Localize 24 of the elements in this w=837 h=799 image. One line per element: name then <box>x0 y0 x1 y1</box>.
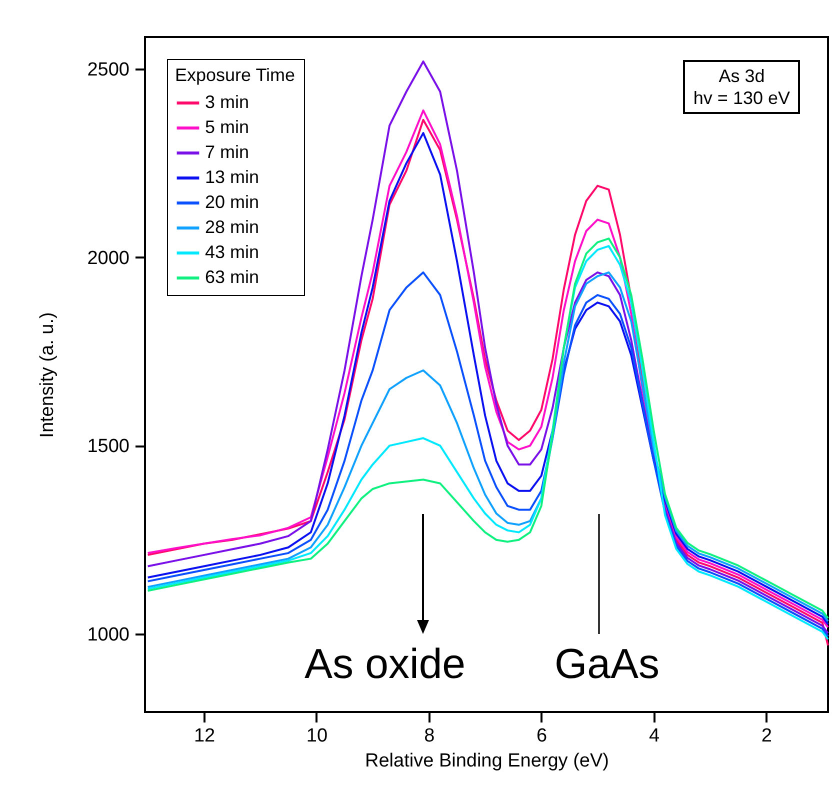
legend-label: 7 min <box>205 142 250 162</box>
legend-label: 13 min <box>205 167 260 187</box>
x-tick-label: 12 <box>194 726 216 746</box>
legend-label: 5 min <box>205 117 250 137</box>
y-tick-label: 2500 <box>87 60 130 81</box>
annotation: GaAs <box>554 640 660 688</box>
legend-label: 43 min <box>205 242 260 262</box>
x-tick-label: 8 <box>424 726 435 746</box>
x-tick-label: 2 <box>761 726 772 746</box>
legend-label: 63 min <box>205 267 260 287</box>
x-tick-label: 4 <box>648 726 660 746</box>
legend-label: 28 min <box>205 217 260 237</box>
y-tick-label: 2000 <box>87 248 130 269</box>
x-tick-label: 6 <box>536 726 548 746</box>
x-tick-label: 10 <box>306 726 328 746</box>
legend-label: 3 min <box>205 92 250 112</box>
x-axis-title: Relative Binding Energy (eV) <box>365 750 609 772</box>
y-tick-label: 1000 <box>87 624 130 646</box>
legend-label: 20 min <box>205 192 260 212</box>
y-tick-label: 1500 <box>87 436 130 458</box>
y-axis-title: Intensity (a. u.) <box>37 312 58 438</box>
annotation: As oxide <box>304 640 466 688</box>
legend-title: Exposure Time <box>175 65 296 85</box>
annotation: As 3d hv = 130 eV <box>683 60 800 114</box>
